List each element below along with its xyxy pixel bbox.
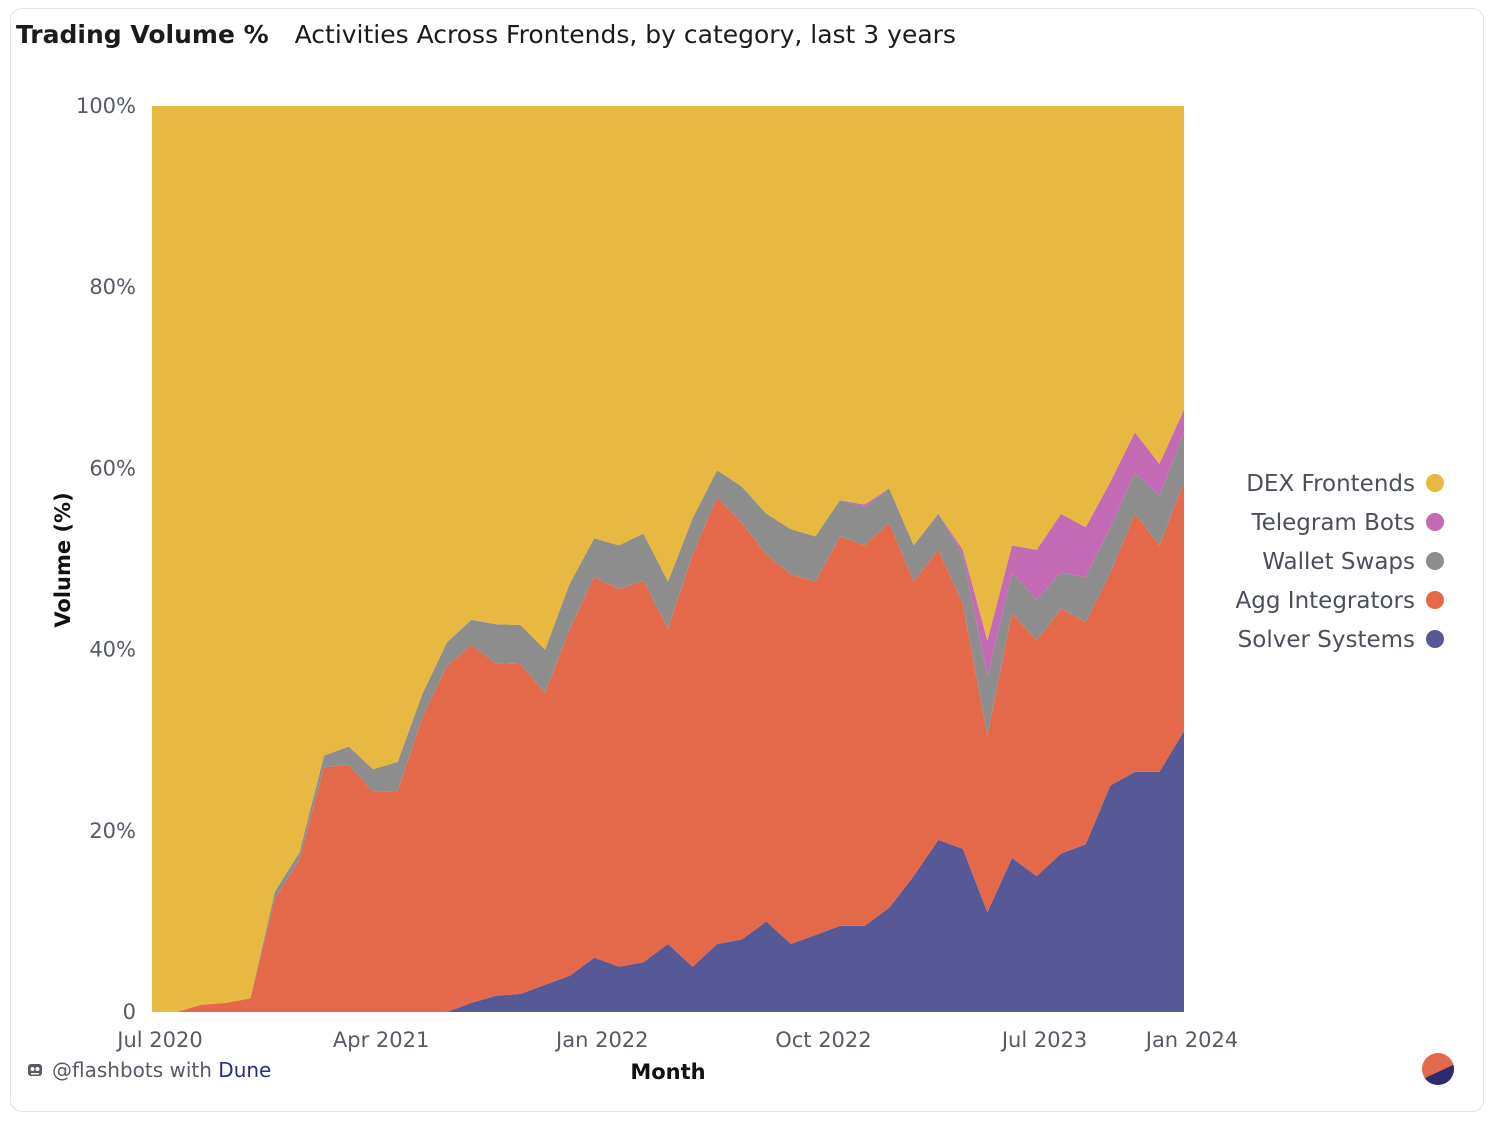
legend: DEX Frontends Telegram Bots Wallet Swaps Ag…	[1236, 471, 1444, 653]
legend-swatch	[1426, 513, 1444, 531]
x-tick-label: Jul 2020	[115, 1028, 202, 1052]
x-axis-ticks: Jul 2020 Apr 2021 Jan 2022 Oct 2022 Jul 2023…	[115, 1028, 1238, 1052]
legend-label: DEX Frontends	[1246, 471, 1415, 497]
legend-item-agg-integrators[interactable]: Agg Integrators	[1236, 588, 1444, 614]
y-tick-label: 0	[123, 1000, 136, 1024]
area-layer	[152, 106, 1184, 1012]
area-dex-frontends	[152, 106, 1184, 1012]
chart-subtitle: Activities Across Frontends, by category…	[294, 20, 956, 49]
area-agg-integrators	[152, 482, 1184, 1012]
footer-brand-link[interactable]: Dune	[218, 1058, 272, 1082]
legend-swatch	[1426, 591, 1444, 609]
x-tick-label: Oct 2022	[775, 1028, 871, 1052]
legend-item-telegram-bots[interactable]: Telegram Bots	[1250, 510, 1444, 536]
y-axis-title: Volume (%)	[51, 492, 75, 627]
legend-item-wallet-swaps[interactable]: Wallet Swaps	[1262, 549, 1444, 575]
legend-label: Agg Integrators	[1236, 588, 1415, 614]
legend-label: Wallet Swaps	[1262, 549, 1415, 575]
y-axis-ticks: 0 20% 40% 60% 80% 100%	[76, 94, 136, 1024]
chart-title: Trading Volume %	[16, 20, 269, 49]
legend-item-dex-frontends[interactable]: DEX Frontends	[1246, 471, 1444, 497]
footer-author: @flashbots with	[52, 1058, 219, 1082]
x-tick-label: Jan 2022	[554, 1028, 649, 1052]
y-tick-label: 80%	[89, 275, 136, 299]
footer-attribution: @flashbots with Dune	[26, 1058, 271, 1082]
dune-logo-icon	[1422, 1053, 1454, 1085]
legend-swatch	[1426, 552, 1444, 570]
y-tick-label: 60%	[89, 456, 136, 480]
area-solver-systems	[152, 731, 1184, 1012]
x-tick-label: Jan 2024	[1144, 1028, 1239, 1052]
legend-label: Telegram Bots	[1250, 510, 1415, 536]
y-tick-label: 20%	[89, 819, 136, 843]
y-tick-label: 40%	[89, 638, 136, 662]
legend-item-solver-systems[interactable]: Solver Systems	[1238, 627, 1444, 653]
legend-label: Solver Systems	[1238, 627, 1415, 653]
x-tick-label: Apr 2021	[333, 1028, 429, 1052]
chart-header: Trading Volume % Activities Across Front…	[16, 20, 956, 49]
legend-swatch	[1426, 630, 1444, 648]
legend-swatch	[1426, 474, 1444, 492]
flashbots-logo-icon	[28, 1064, 42, 1076]
x-tick-label: Jul 2023	[1000, 1028, 1087, 1052]
x-axis-title: Month	[630, 1060, 705, 1084]
y-tick-label: 100%	[76, 94, 136, 118]
